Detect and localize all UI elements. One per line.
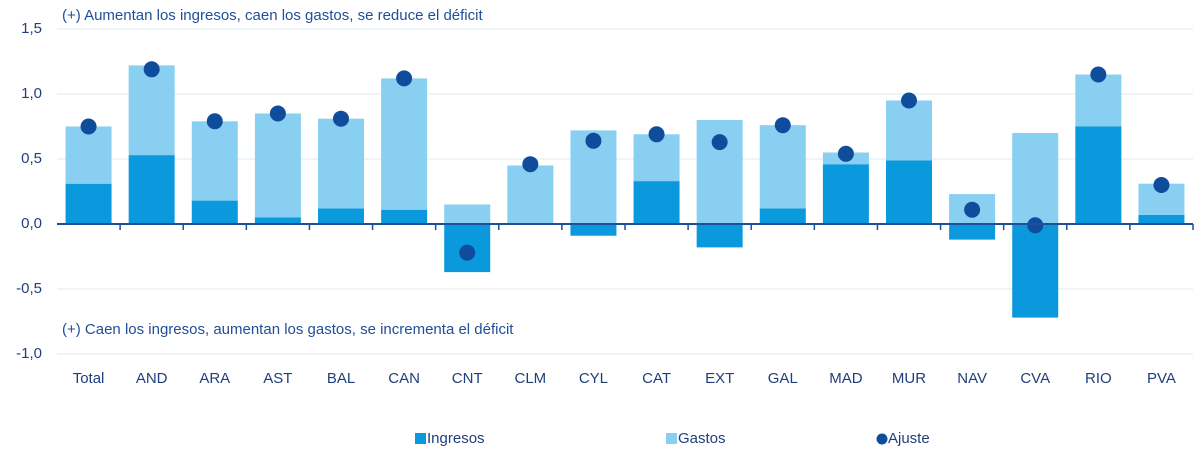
dot [143, 61, 160, 78]
legend-marker [666, 433, 677, 444]
bar [381, 209, 428, 224]
dot [206, 113, 223, 130]
bar [128, 155, 175, 224]
x-tick-label: CLM [514, 370, 546, 387]
bar [822, 164, 869, 224]
x-tick-label: AST [263, 370, 292, 387]
bar [318, 118, 364, 209]
dot [1153, 177, 1170, 193]
bar [1012, 133, 1059, 224]
x-tick-label: RIO [1085, 370, 1112, 387]
bar [1075, 74, 1122, 127]
dot [522, 156, 539, 173]
bar [65, 126, 112, 184]
dot [837, 145, 854, 162]
legend-marker [415, 433, 426, 444]
x-tick-label: BAL [327, 370, 355, 387]
x-tick-label: AND [136, 370, 168, 387]
bar [318, 208, 364, 224]
legend-label: Ingresos [427, 430, 485, 447]
annotation: (+) Aumentan los ingresos, caen los gast… [62, 7, 483, 24]
dot [648, 126, 665, 143]
x-tick-label: CNT [452, 370, 483, 387]
legend-label: Ajuste [888, 430, 930, 447]
bar [886, 160, 932, 224]
legend-marker [876, 433, 888, 445]
bar [1138, 214, 1185, 224]
dot [80, 118, 97, 135]
x-tick-label: MUR [892, 370, 926, 387]
x-tick-label: CAN [388, 370, 420, 387]
x-tick-label: MAD [829, 370, 863, 387]
bar [65, 183, 112, 224]
bar [381, 78, 428, 210]
bar [191, 121, 238, 201]
bar [191, 200, 238, 224]
bar [128, 65, 175, 156]
dot [1027, 217, 1044, 234]
bar [444, 204, 491, 224]
bar [254, 113, 301, 218]
y-tick-label: 1,0 [21, 85, 42, 102]
y-tick-label: 0,0 [21, 215, 42, 232]
x-tick-label: NAV [957, 370, 987, 387]
bar [254, 217, 301, 224]
x-tick-label: PVA [1147, 370, 1176, 387]
x-tick-label: EXT [705, 370, 734, 387]
bar [1012, 224, 1059, 318]
x-tick-label: CVA [1020, 370, 1050, 387]
dot [711, 134, 728, 151]
y-tick-label: 1,5 [21, 20, 42, 37]
dot [585, 132, 602, 149]
dot [459, 244, 476, 261]
y-tick-label: -0,5 [16, 280, 42, 297]
bar [759, 208, 806, 224]
dot [774, 117, 791, 134]
x-tick-label: ARA [199, 370, 230, 387]
bar [1075, 126, 1122, 224]
legend-label: Gastos [678, 430, 726, 447]
bar [633, 181, 680, 224]
x-tick-label: CYL [579, 370, 608, 387]
bar [886, 100, 932, 161]
dot [269, 105, 286, 122]
x-tick-label: GAL [768, 370, 798, 387]
x-tick-label: Total [73, 370, 105, 387]
dot [901, 92, 917, 109]
dot [396, 70, 413, 87]
bar [949, 224, 996, 240]
annotation: (+) Caen los ingresos, aumentan los gast… [62, 321, 514, 338]
y-tick-label: 0,5 [21, 150, 42, 167]
x-tick-label: CAT [642, 370, 671, 387]
bar [507, 165, 554, 224]
dot [1090, 66, 1107, 83]
bar [570, 224, 617, 236]
y-tick-label: -1,0 [16, 345, 42, 362]
dot [964, 201, 981, 218]
bar [696, 224, 743, 248]
bar [759, 125, 806, 209]
dot [333, 110, 349, 127]
